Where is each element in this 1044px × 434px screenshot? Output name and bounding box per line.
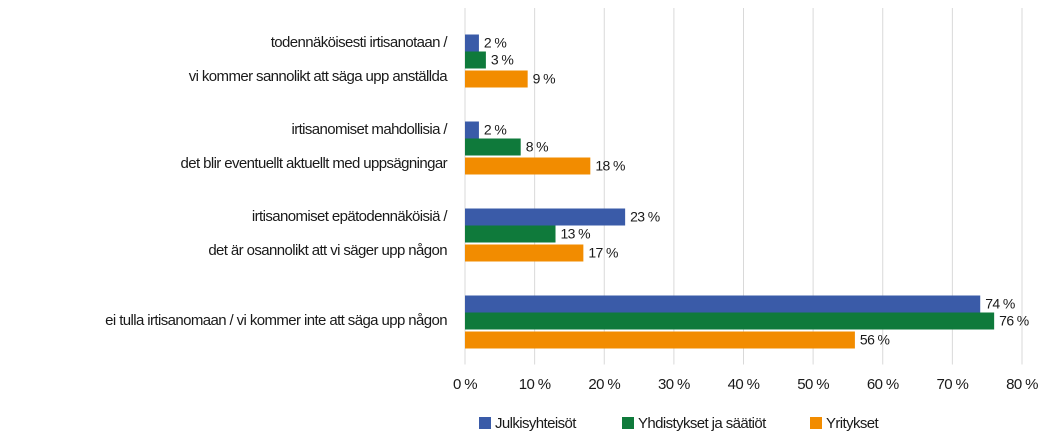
value-label: 2 %: [484, 35, 506, 51]
value-label: 2 %: [484, 122, 506, 138]
value-label: 74 %: [985, 296, 1015, 312]
x-tick-label: 80 %: [1006, 376, 1038, 393]
category-label: vi kommer sannolikt att säga upp anställ…: [189, 68, 449, 85]
category-label: det blir eventuellt aktuellt med uppsägn…: [180, 155, 447, 172]
legend-label: Julkisyhteisöt: [495, 415, 577, 432]
bar: [465, 138, 521, 156]
category-label: det är osannolikt att vi säger upp någon: [208, 242, 447, 259]
legend-swatch: [479, 417, 491, 429]
category-label: irtisanomiset mahdollisia /: [291, 121, 448, 138]
bar: [465, 121, 479, 139]
x-tick-label: 20 %: [588, 376, 620, 393]
x-tick-label: 60 %: [867, 376, 899, 393]
bar: [465, 70, 528, 88]
bar: [465, 244, 584, 262]
value-label: 13 %: [561, 226, 591, 242]
x-tick-label: 0 %: [453, 376, 477, 393]
legend-label: Yhdistykset ja säätiöt: [638, 415, 767, 432]
x-tick-label: 40 %: [728, 376, 760, 393]
value-label: 56 %: [860, 332, 890, 348]
value-label: 3 %: [491, 52, 513, 68]
bar: [465, 331, 855, 349]
legend-swatch: [810, 417, 822, 429]
bar: [465, 225, 556, 243]
value-label: 9 %: [533, 71, 555, 87]
value-label: 76 %: [999, 313, 1029, 329]
bar: [465, 295, 981, 313]
bar: [465, 51, 486, 69]
value-label: 17 %: [588, 245, 618, 261]
x-tick-label: 30 %: [658, 376, 690, 393]
value-label: 18 %: [595, 158, 625, 174]
category-label: todennäköisesti irtisanotaan /: [271, 34, 449, 51]
x-tick-label: 10 %: [519, 376, 551, 393]
category-label: ei tulla irtisanomaan / vi kommer inte a…: [105, 312, 447, 329]
legend-swatch: [622, 417, 634, 429]
x-tick-label: 50 %: [797, 376, 829, 393]
value-label: 23 %: [630, 209, 660, 225]
bar: [465, 157, 591, 175]
value-label: 8 %: [526, 139, 548, 155]
legend-label: Yritykset: [826, 415, 880, 432]
bar: [465, 34, 479, 52]
bar: [465, 312, 995, 330]
category-label: irtisanomiset epätodennäköisiä /: [252, 208, 449, 225]
x-tick-label: 70 %: [936, 376, 968, 393]
bar: [465, 208, 626, 226]
